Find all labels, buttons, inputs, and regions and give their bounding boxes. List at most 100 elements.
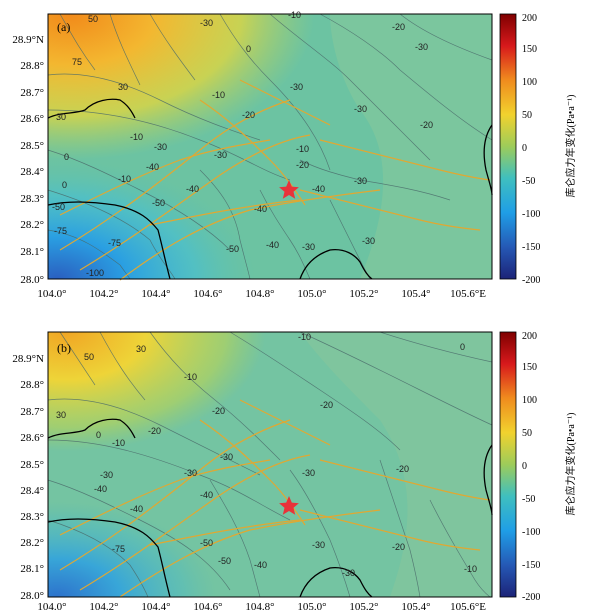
panel-a-contour-labels: 50 75 30 -30 -10 0 -20 -30 30 0 -10 -10 … bbox=[52, 10, 433, 278]
panel-b-x-ticks: 104.0° 104.2° 104.4° 104.6° 104.8° 105.0… bbox=[37, 601, 486, 613]
panel-a: 50 75 30 -30 -10 0 -20 -30 30 0 -10 -10 … bbox=[12, 10, 493, 300]
contour-label: -40 bbox=[254, 204, 267, 214]
contour-label: -75 bbox=[108, 238, 121, 248]
contour-label: -40 bbox=[200, 490, 213, 500]
contour-label: -50 bbox=[218, 556, 231, 566]
x-tick-label: 105.2° bbox=[349, 288, 378, 300]
contour-label: 30 bbox=[136, 344, 146, 354]
panel-a-east-zone bbox=[330, 14, 492, 279]
contour-label: 30 bbox=[118, 82, 128, 92]
panel-a-cold-zone bbox=[48, 14, 492, 279]
colorbar-tick: 0 bbox=[522, 143, 527, 154]
y-tick-label: 28.1° bbox=[20, 246, 44, 258]
panel-a-frame bbox=[47, 13, 493, 280]
contour-label: -30 bbox=[354, 176, 367, 186]
y-tick-label: 28.4° bbox=[20, 485, 44, 497]
y-tick-label: 28.5° bbox=[20, 140, 44, 152]
colorbar-tick: -200 bbox=[522, 275, 540, 286]
contour-label: -10 bbox=[464, 564, 477, 574]
x-tick-label: 104.4° bbox=[141, 601, 170, 613]
y-tick-label: 28.8° bbox=[20, 379, 44, 391]
colorbar-tick: -200 bbox=[522, 592, 540, 603]
contour-label: -20 bbox=[148, 426, 161, 436]
contour-label: -50 bbox=[52, 202, 65, 212]
contour-label: -40 bbox=[94, 484, 107, 494]
colorbar-tick: 200 bbox=[522, 331, 537, 342]
contour-label: -10 bbox=[212, 90, 225, 100]
y-tick-label: 28.3° bbox=[20, 511, 44, 523]
contour-label: -50 bbox=[200, 538, 213, 548]
contour-label: -30 bbox=[154, 142, 167, 152]
x-tick-label: 104.0° bbox=[37, 601, 66, 613]
contour-label: -30 bbox=[200, 18, 213, 28]
contour-label: -30 bbox=[100, 470, 113, 480]
x-tick-label: 104.8° bbox=[245, 288, 274, 300]
contour-label: -20 bbox=[242, 110, 255, 120]
contour-label: -10 bbox=[184, 372, 197, 382]
contour-label: -20 bbox=[212, 406, 225, 416]
contour-label: -20 bbox=[320, 400, 333, 410]
y-tick-label: 28.7° bbox=[20, 406, 44, 418]
colorbar-tick: -50 bbox=[522, 176, 535, 187]
contour-label: -30 bbox=[362, 236, 375, 246]
contour-label: -10 bbox=[130, 132, 143, 142]
panel-b-east-zone bbox=[300, 332, 492, 597]
colorbar-tick: -150 bbox=[522, 560, 540, 571]
colorbar-a-scale bbox=[499, 13, 517, 280]
panel-b-frame bbox=[47, 331, 493, 598]
y-tick-label: 28.0° bbox=[20, 590, 44, 602]
panel-a-y-ticks: 28.9°N 28.8° 28.7° 28.6° 28.5° 28.4° 28.… bbox=[12, 34, 44, 286]
colorbar-tick: 150 bbox=[522, 362, 537, 373]
contour-label: -10 bbox=[288, 10, 301, 20]
contour-label: -100 bbox=[86, 268, 104, 278]
contour-label: -50 bbox=[226, 244, 239, 254]
colorbar-tick: -150 bbox=[522, 242, 540, 253]
colorbar-b: 200 150 100 50 0 -50 -100 -150 -200 库仑应力… bbox=[499, 331, 577, 603]
contour-label: -10 bbox=[298, 332, 311, 342]
contour-label: 0 bbox=[64, 152, 69, 162]
panel-b-faults bbox=[59, 399, 491, 598]
contour-label: -30 bbox=[302, 468, 315, 478]
panel-b-contour-lines bbox=[47, 331, 493, 598]
y-tick-label: 28.7° bbox=[20, 87, 44, 99]
panel-b: 50 30 0 30 -10 0 -10 -20 -10 -20 -30 -40… bbox=[12, 331, 493, 613]
colorbar-tick: 50 bbox=[522, 428, 532, 439]
contour-label: -20 bbox=[296, 160, 309, 170]
contour-label: -30 bbox=[312, 540, 325, 550]
contour-label: 0 bbox=[62, 180, 67, 190]
contour-label: -10 bbox=[112, 438, 125, 448]
x-tick-label: 105.0° bbox=[297, 288, 326, 300]
y-tick-label: 28.4° bbox=[20, 166, 44, 178]
x-tick-label: 105.6°E bbox=[450, 601, 486, 613]
contour-label: -40 bbox=[266, 240, 279, 250]
x-tick-label: 105.0° bbox=[297, 601, 326, 613]
colorbar-title: 库仑应力年变化(Pa•a⁻¹) bbox=[564, 413, 577, 516]
y-tick-label: 28.3° bbox=[20, 193, 44, 205]
panel-b-cold-zone bbox=[48, 332, 492, 597]
panel-a-contour-lines bbox=[47, 13, 493, 280]
colorbar-tick: 100 bbox=[522, 77, 537, 88]
x-tick-label: 104.4° bbox=[141, 288, 170, 300]
y-tick-label: 28.6° bbox=[20, 113, 44, 125]
contour-label: -30 bbox=[415, 42, 428, 52]
x-tick-label: 104.2° bbox=[89, 601, 118, 613]
contour-label: -40 bbox=[146, 162, 159, 172]
contour-label: 50 bbox=[84, 352, 94, 362]
y-tick-label: 28.6° bbox=[20, 432, 44, 444]
contour-label: -40 bbox=[130, 504, 143, 514]
colorbar-b-scale bbox=[499, 331, 517, 598]
colorbar-tick: 0 bbox=[522, 461, 527, 472]
colorbar-tick: -50 bbox=[522, 494, 535, 505]
colorbar-tick: 100 bbox=[522, 395, 537, 406]
contour-label: -20 bbox=[392, 22, 405, 32]
contour-label: -30 bbox=[220, 452, 233, 462]
colorbar-tick: -100 bbox=[522, 527, 540, 538]
contour-label: 50 bbox=[88, 14, 98, 24]
panel-a-boundaries bbox=[47, 98, 493, 280]
y-tick-label: 28.2° bbox=[20, 219, 44, 231]
y-tick-label: 28.9°N bbox=[12, 34, 44, 46]
panel-a-x-ticks: 104.0° 104.2° 104.4° 104.6° 104.8° 105.0… bbox=[37, 288, 486, 300]
contour-label: 0 bbox=[96, 430, 101, 440]
contour-label: -40 bbox=[254, 560, 267, 570]
